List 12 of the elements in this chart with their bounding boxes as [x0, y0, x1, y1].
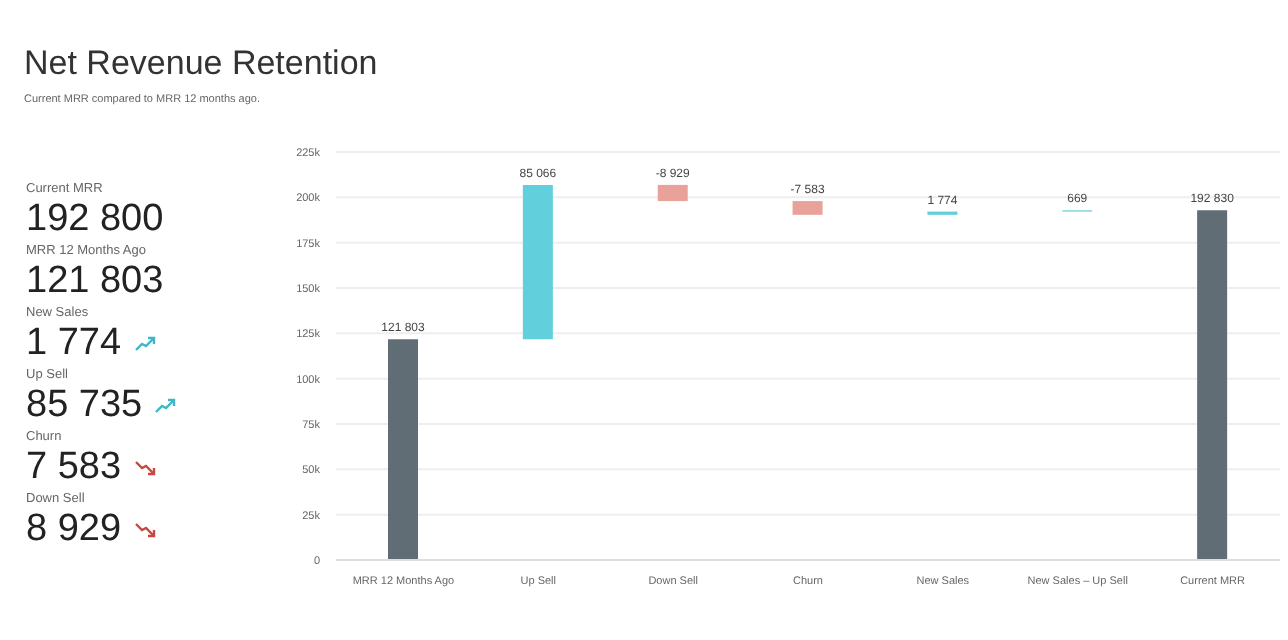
text: Net Revenue Retention: [24, 44, 378, 84]
data-label: 85 735: [26, 384, 143, 428]
data-label: 192 800: [26, 198, 164, 242]
bar: [1197, 210, 1228, 560]
bar: [792, 201, 823, 215]
bar: [388, 339, 418, 560]
bar: [522, 184, 553, 340]
data-label: 121 803: [26, 260, 164, 304]
bar: [657, 184, 688, 202]
data-label: 8 929: [26, 508, 122, 552]
data-label: 1 774: [26, 322, 122, 366]
data-label: 7 583: [26, 446, 122, 490]
